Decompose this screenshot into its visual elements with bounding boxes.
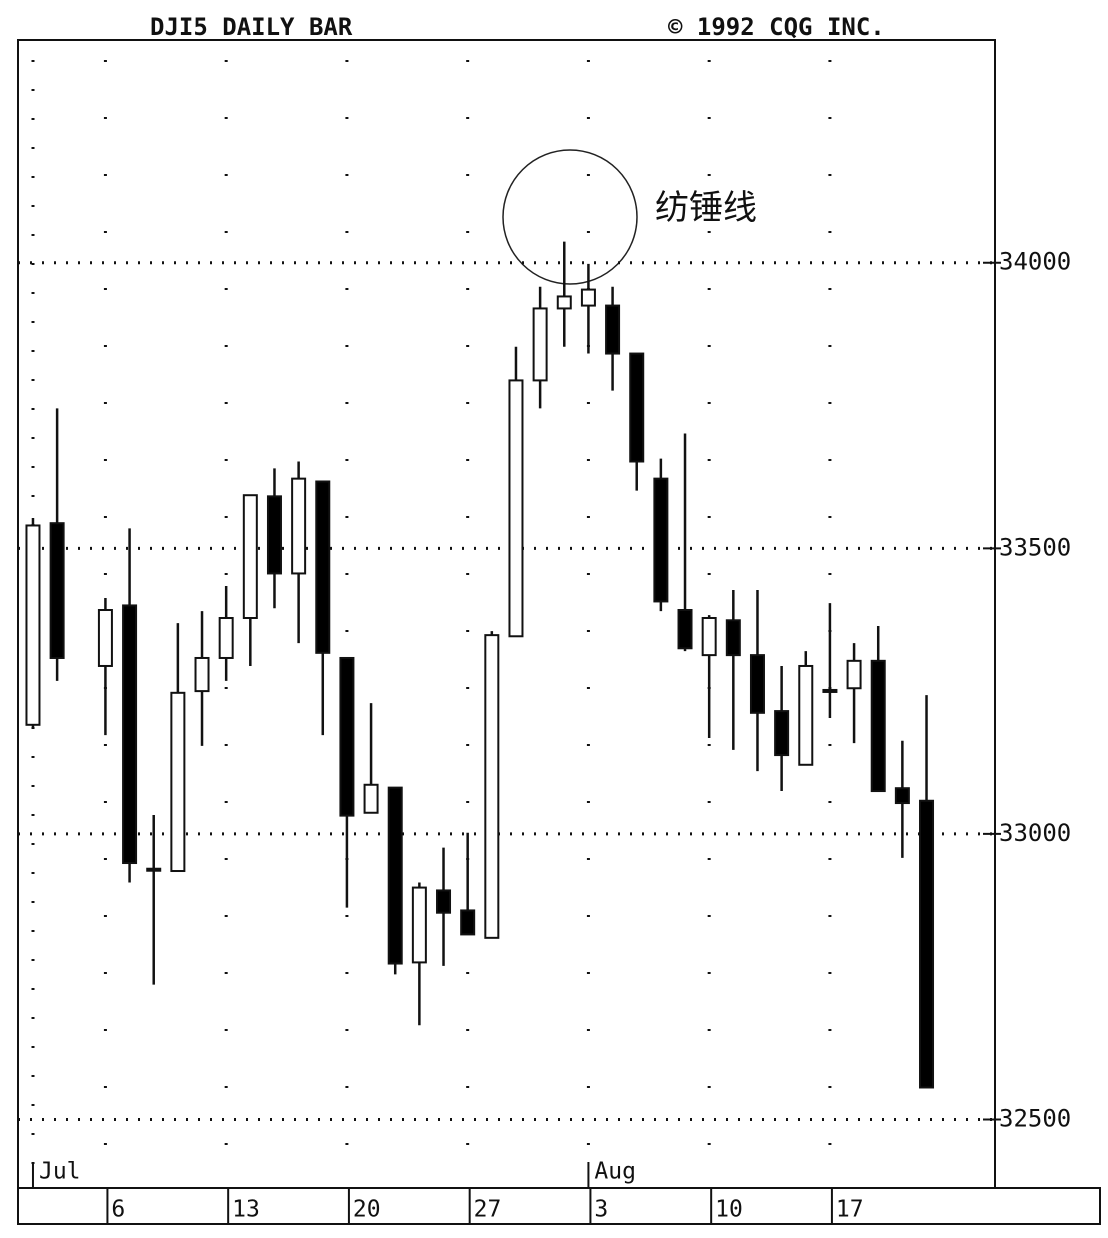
candle-body bbox=[49, 522, 65, 659]
candle-body bbox=[460, 909, 476, 936]
candle-body bbox=[218, 616, 234, 659]
plot-frame bbox=[17, 39, 996, 1189]
candle-body bbox=[894, 787, 910, 805]
date-row-frame bbox=[17, 1187, 1101, 1225]
month-label: Jul bbox=[39, 1159, 81, 1185]
candle-body bbox=[725, 619, 741, 657]
candle-body bbox=[677, 609, 693, 650]
candle-body bbox=[266, 495, 282, 575]
candle-body bbox=[25, 524, 41, 726]
candle-body bbox=[556, 295, 572, 310]
x-tick-label: 17 bbox=[836, 1197, 864, 1223]
y-tick-label: 32500 bbox=[999, 1104, 1071, 1132]
y-tick-label: 33000 bbox=[999, 819, 1071, 847]
candle-body bbox=[870, 659, 886, 793]
candle-body bbox=[532, 307, 548, 382]
x-tick-label: 10 bbox=[715, 1197, 743, 1223]
candle-body bbox=[749, 654, 765, 714]
candle-body bbox=[170, 691, 186, 873]
candle-body bbox=[146, 867, 162, 872]
x-tick-label: 6 bbox=[111, 1197, 125, 1223]
y-tick-label: 34000 bbox=[999, 248, 1071, 276]
candle-body bbox=[387, 786, 403, 965]
candle-body bbox=[436, 889, 452, 914]
candle-body bbox=[97, 609, 113, 667]
candle-body bbox=[919, 799, 935, 1089]
chart-title: DJI5 DAILY BAR bbox=[150, 13, 353, 41]
annotation-circle bbox=[502, 149, 638, 285]
candle-body bbox=[122, 604, 138, 865]
annotation: 纺锤线 bbox=[655, 188, 757, 228]
candle-body bbox=[291, 477, 307, 575]
candle-body bbox=[194, 656, 210, 693]
candle-body bbox=[484, 634, 500, 939]
x-tick-label: 13 bbox=[232, 1197, 260, 1223]
candle-body bbox=[411, 886, 427, 964]
x-tick-label: 3 bbox=[594, 1197, 608, 1223]
month-label: Aug bbox=[594, 1159, 636, 1185]
candle-body bbox=[822, 688, 838, 693]
candle-body bbox=[315, 480, 331, 654]
candle-body bbox=[339, 656, 355, 817]
candle-body bbox=[508, 379, 524, 638]
candle-body bbox=[242, 494, 258, 619]
candle-body bbox=[629, 352, 645, 463]
candle-body bbox=[798, 664, 814, 766]
candle-body bbox=[774, 710, 790, 757]
x-tick-label: 27 bbox=[474, 1197, 502, 1223]
candle-body bbox=[605, 304, 621, 355]
y-tick-label: 33500 bbox=[999, 533, 1071, 561]
candle-body bbox=[363, 783, 379, 814]
x-tick-label: 20 bbox=[353, 1197, 381, 1223]
candle-body bbox=[846, 659, 862, 690]
candle-body bbox=[580, 288, 596, 307]
candle-body bbox=[701, 616, 717, 657]
candle-body bbox=[653, 477, 669, 603]
chart-subtitle: © 1992 CQG INC. bbox=[668, 13, 885, 41]
